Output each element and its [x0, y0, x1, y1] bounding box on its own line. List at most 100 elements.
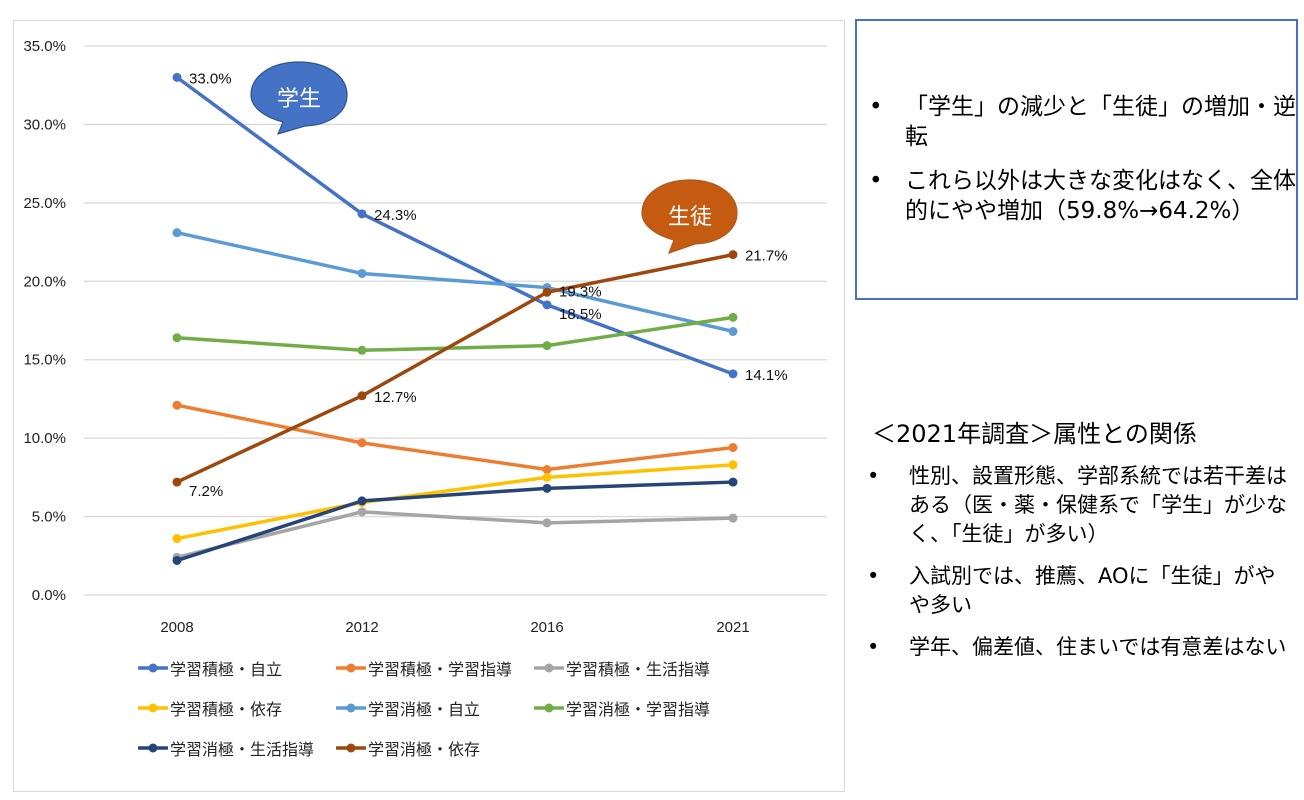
legend-label: 学習積極・生活指導: [566, 660, 711, 679]
legend-row: 学習消極・生活指導 学習消極・依存: [138, 728, 758, 768]
x-tick-label: 2016: [530, 619, 563, 636]
attributes-item: • 性別、設置形態、学部系統では若干差はある（医・薬・保健系で「学生」が少なく、…: [855, 462, 1295, 549]
attributes-item-text: 入試別では、推薦、AOに「生徒」がやや多い: [909, 564, 1276, 617]
summary-list: • 「学生」の減少と「生徒」の増加・逆転 • これら以外は大きな変化はなく、全体…: [857, 92, 1297, 240]
data-point: [542, 287, 552, 297]
data-point: [172, 333, 182, 343]
data-point: [728, 477, 738, 487]
series-line: [175, 75, 735, 376]
data-point: [728, 250, 738, 260]
callout-gakusei: 学生: [247, 59, 351, 139]
legend-label: 学習積極・依存: [170, 700, 283, 719]
x-tick-label: 2021: [716, 619, 749, 636]
y-tick-label: 0.0%: [32, 587, 66, 604]
legend-label: 学習積極・自立: [170, 660, 283, 679]
legend-dot: [346, 663, 356, 673]
data-point: [357, 438, 367, 448]
y-tick-label: 25.0%: [23, 195, 66, 212]
data-point: [542, 465, 552, 475]
legend-dot: [148, 743, 158, 753]
data-point: [357, 391, 367, 401]
series-4: [172, 460, 738, 544]
y-tick-label: 30.0%: [23, 116, 66, 133]
data-point: [172, 228, 182, 238]
chart-legend: 学習積極・自立 学習積極・学習指導 学習積極・生活指導 学習積極・依存 学習消極・自立学…: [138, 648, 758, 768]
data-label: 18.5%: [559, 306, 602, 323]
y-tick-label: 20.0%: [23, 273, 66, 290]
legend-marker-icon: [336, 703, 366, 713]
callout-seito: 生徒: [638, 177, 742, 257]
data-point: [542, 300, 552, 310]
data-point: [542, 472, 552, 482]
legend-marker-icon: [138, 703, 168, 713]
data-label: 19.3%: [559, 283, 602, 300]
legend-item: 学習消極・依存: [336, 736, 534, 760]
data-point: [172, 555, 182, 565]
y-tick-label: 5.0%: [32, 509, 66, 526]
legend-label: 学習積極・学習指導: [368, 660, 513, 679]
data-point: [728, 443, 738, 453]
legend-label: 学習消極・生活指導: [170, 740, 315, 759]
legend-row: 学習積極・自立 学習積極・学習指導 学習積極・生活指導: [138, 648, 758, 688]
bullet-icon: •: [867, 564, 880, 588]
data-point: [357, 496, 367, 506]
series-2: [172, 400, 738, 475]
summary-item-text: これら以外は大きな変化はなく、全体的にやや増加（59.8%→64.2%）: [905, 168, 1296, 224]
legend-label: 学習消極・依存: [368, 740, 481, 759]
data-label: 21.7%: [745, 248, 788, 265]
series-line: [175, 230, 735, 334]
data-label: 14.1%: [745, 367, 788, 384]
data-point: [357, 507, 367, 517]
data-point: [542, 483, 552, 493]
legend-item: 学習積極・学習指導: [336, 656, 534, 680]
callout-gakusei-label: 学生: [276, 87, 321, 112]
legend-dot: [148, 703, 158, 713]
series-line: [175, 252, 735, 484]
data-point: [542, 341, 552, 351]
series-lines: [172, 72, 738, 565]
chart-area: 0.0% 5.0% 10.0% 15.0% 20.0% 25.0% 30.0% 35.0% 2…: [13, 20, 845, 792]
series-line: [175, 463, 735, 541]
legend-dot: [346, 703, 356, 713]
bullet-icon: •: [869, 168, 883, 194]
summary-item: • 「学生」の減少と「生徒」の増加・逆転: [857, 92, 1297, 152]
data-label: 33.0%: [189, 70, 232, 87]
data-point: [172, 72, 182, 82]
legend-item: 学習消極・学習指導: [534, 696, 732, 720]
x-axis-ticks: 2008 2012 2016 2021: [160, 619, 749, 636]
summary-item: • これら以外は大きな変化はなく、全体的にやや増加（59.8%→64.2%）: [857, 166, 1297, 226]
legend-row: 学習積極・依存 学習消極・自立 学習消極・学習指導: [138, 688, 758, 728]
attributes-heading: ＜2021年調査＞属性との関係: [872, 420, 1197, 448]
series-line: [175, 315, 735, 353]
bullet-icon: •: [867, 635, 880, 659]
legend-item: 学習積極・自立: [138, 656, 336, 680]
legend-marker-icon: [534, 703, 564, 713]
legend-item: 学習積極・依存: [138, 696, 336, 720]
legend-label: 学習消極・学習指導: [566, 700, 711, 719]
speech-bubble-icon: [250, 61, 348, 135]
legend-marker-icon: [138, 743, 168, 753]
attributes-item-text: 学年、偏差値、住まいでは有意差はない: [909, 635, 1287, 659]
legend-dot: [346, 743, 356, 753]
data-point: [728, 513, 738, 523]
data-label: 24.3%: [374, 207, 417, 224]
summary-box: • 「学生」の減少と「生徒」の増加・逆転 • これら以外は大きな変化はなく、全体…: [855, 19, 1298, 300]
data-label: 12.7%: [374, 389, 417, 406]
legend-label: 学習消極・自立: [368, 700, 481, 719]
attributes-list: • 性別、設置形態、学部系統では若干差はある（医・薬・保健系で「学生」が少なく、…: [855, 462, 1295, 675]
speech-bubble-icon: [641, 179, 738, 254]
series-line: [175, 480, 735, 563]
legend-marker-icon: [534, 663, 564, 673]
data-point: [728, 460, 738, 470]
data-labels: 33.0% 24.3% 18.5% 14.1% 7.2% 12.7% 19.3% 21.7%: [189, 70, 788, 500]
series-1: [172, 72, 738, 379]
series-line: [175, 403, 735, 472]
data-point: [357, 209, 367, 219]
y-axis-ticks: 0.0% 5.0% 10.0% 15.0% 20.0% 25.0% 30.0% 35.0%: [23, 38, 66, 604]
attributes-item: • 学年、偏差値、住まいでは有意差はない: [855, 633, 1295, 662]
legend-dot: [148, 663, 158, 673]
legend-marker-icon: [138, 663, 168, 673]
series-7: [172, 477, 738, 565]
summary-item-text: 「学生」の減少と「生徒」の増加・逆転: [905, 94, 1296, 150]
data-point: [728, 326, 738, 336]
